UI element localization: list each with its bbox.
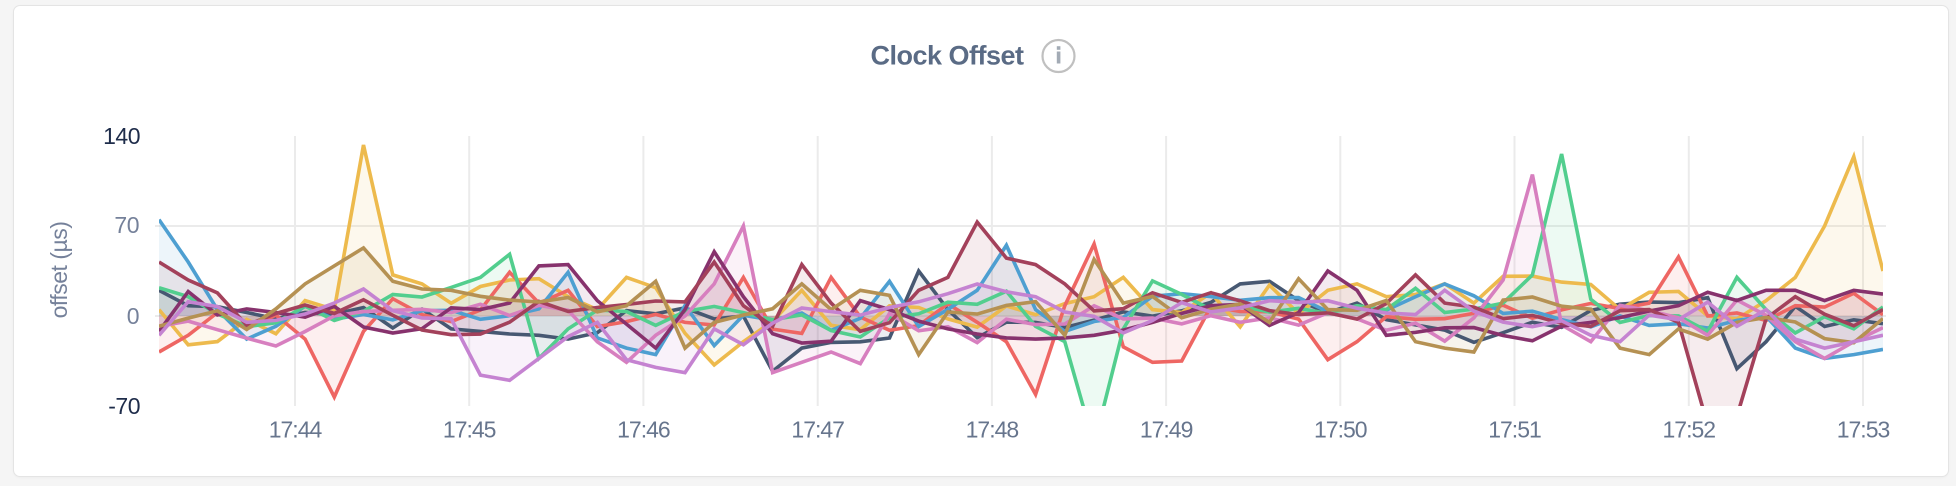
svg-text:17:46: 17:46	[617, 417, 670, 443]
svg-text:140: 140	[103, 123, 140, 149]
svg-text:17:48: 17:48	[966, 417, 1019, 443]
svg-text:17:50: 17:50	[1314, 417, 1367, 443]
svg-text:17:44: 17:44	[269, 417, 323, 443]
svg-text:17:51: 17:51	[1488, 417, 1541, 443]
svg-text:17:45: 17:45	[443, 417, 496, 443]
svg-text:17:53: 17:53	[1837, 417, 1890, 443]
svg-text:17:49: 17:49	[1140, 417, 1193, 443]
svg-text:0: 0	[127, 303, 139, 329]
svg-text:70: 70	[114, 212, 139, 238]
svg-text:17:52: 17:52	[1663, 417, 1716, 443]
svg-text:-70: -70	[108, 393, 140, 419]
svg-text:17:47: 17:47	[791, 417, 844, 443]
svg-text:offset (µs): offset (µs)	[46, 222, 72, 319]
